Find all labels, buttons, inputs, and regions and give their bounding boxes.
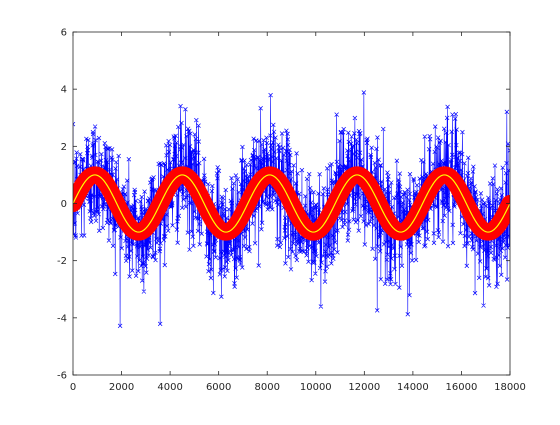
x-tick-label: 14000 (397, 382, 429, 393)
y-tick-label: 2 (61, 142, 67, 153)
y-tick-label: -2 (57, 256, 67, 267)
true-signal-line (73, 174, 510, 233)
x-axis: 0 2000 4000 6000 8000 10000 12000 14000 16000 180… (70, 32, 526, 393)
y-tick-label: 0 (61, 199, 67, 210)
y-tick-label: -4 (57, 313, 67, 324)
x-tick-label: 2000 (109, 382, 134, 393)
y-tick-label: 4 (61, 85, 67, 96)
x-tick-label: 18000 (494, 382, 526, 393)
y-tick-label: -6 (57, 371, 67, 382)
series-layer (73, 90, 510, 329)
x-tick-label: 10000 (300, 382, 332, 393)
x-tick-label: 6000 (206, 382, 231, 393)
x-tick-label: 16000 (446, 382, 478, 393)
x-tick-label: 4000 (157, 382, 182, 393)
y-tick-label: 6 (61, 28, 67, 39)
y-axis: -6 -4 -2 0 2 4 6 (57, 28, 510, 382)
x-tick-label: 0 (70, 382, 76, 393)
x-tick-label: 12000 (348, 382, 380, 393)
x-tick-label: 8000 (254, 382, 279, 393)
